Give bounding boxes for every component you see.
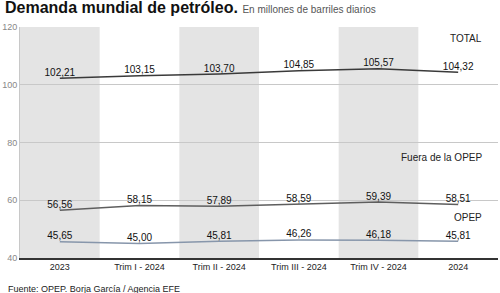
svg-text:Fuera de la OPEP: Fuera de la OPEP (401, 152, 482, 163)
svg-text:46,26: 46,26 (286, 228, 311, 239)
svg-text:Demanda mundial de petróleo. E: Demanda mundial de petróleo. En millones… (5, 0, 376, 16)
svg-text:Trim IV - 2024: Trim IV - 2024 (350, 262, 407, 272)
svg-text:58,15: 58,15 (127, 194, 152, 205)
svg-text:57,89: 57,89 (207, 195, 232, 206)
svg-text:45,81: 45,81 (207, 230, 232, 241)
svg-text:45,81: 45,81 (446, 230, 471, 241)
svg-text:80: 80 (7, 138, 17, 148)
svg-text:2023: 2023 (50, 262, 70, 272)
svg-text:2024: 2024 (448, 262, 468, 272)
svg-text:45,65: 45,65 (47, 230, 72, 241)
svg-text:Trim II - 2024: Trim II - 2024 (193, 262, 246, 272)
svg-text:103,15: 103,15 (124, 64, 155, 75)
svg-text:120: 120 (2, 22, 17, 32)
svg-text:56,56: 56,56 (47, 199, 72, 210)
svg-text:102,21: 102,21 (45, 67, 76, 78)
svg-text:58,51: 58,51 (446, 193, 471, 204)
svg-text:60: 60 (7, 195, 17, 205)
svg-text:46,18: 46,18 (366, 229, 391, 240)
svg-text:OPEP: OPEP (454, 212, 482, 223)
svg-text:Trim I - 2024: Trim I - 2024 (114, 262, 165, 272)
svg-text:45,00: 45,00 (127, 232, 152, 243)
svg-text:Fuente: OPEP. Borja García / A: Fuente: OPEP. Borja García / Agencia EFE (8, 284, 180, 293)
svg-text:58,59: 58,59 (286, 193, 311, 204)
svg-text:100: 100 (2, 80, 17, 90)
svg-text:103,70: 103,70 (204, 63, 235, 74)
svg-text:104,85: 104,85 (284, 59, 315, 70)
svg-text:105,57: 105,57 (363, 57, 394, 68)
svg-text:TOTAL: TOTAL (450, 33, 482, 44)
svg-text:Trim III - 2024: Trim III - 2024 (271, 262, 327, 272)
svg-text:40: 40 (7, 253, 17, 263)
svg-text:104,32: 104,32 (443, 61, 474, 72)
svg-text:59,39: 59,39 (366, 191, 391, 202)
